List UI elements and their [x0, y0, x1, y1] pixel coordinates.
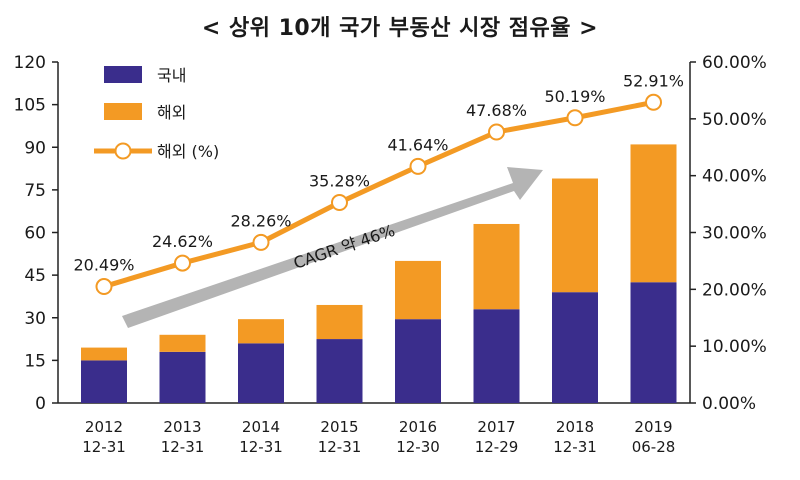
x-tick-year: 2014	[242, 418, 280, 436]
right-tick-label: 40.00%	[702, 167, 767, 187]
x-tick-date: 12-31	[161, 438, 205, 456]
left-tick-label: 30	[24, 309, 46, 329]
legend-swatch-overseas	[104, 103, 142, 120]
right-y-ticks: 0.00% 10.00% 20.00% 30.00% 40.00% 50.00% 60.00…	[690, 53, 767, 414]
x-tick-year: 2015	[320, 418, 358, 436]
right-tick-label: 60.00%	[702, 53, 767, 73]
bar-domestic	[473, 309, 520, 403]
right-tick-label: 50.00%	[702, 110, 767, 130]
x-tick-date: 12-29	[475, 438, 519, 456]
bars	[81, 144, 677, 403]
left-tick-label: 105	[14, 96, 46, 116]
x-tick-label: 2015 12-31	[318, 418, 362, 456]
x-tick-date: 06-28	[632, 438, 676, 456]
share-data-label: 20.49%	[73, 256, 134, 275]
bar-overseas	[630, 144, 677, 283]
share-line-series: 20.49% 24.62% 28.26% 35.28% 41.64% 47.68% 50.1…	[73, 71, 684, 296]
share-data-label: 35.28%	[309, 171, 370, 190]
share-data-label: 47.68%	[466, 101, 527, 120]
x-tick-year: 2018	[556, 418, 594, 436]
share-data-label: 28.26%	[230, 211, 291, 230]
left-tick-label: 60	[24, 224, 46, 244]
bar-overseas	[473, 223, 520, 310]
bar-domestic	[316, 339, 363, 403]
legend-label-overseas: 해외	[157, 103, 186, 122]
bar-domestic	[630, 282, 677, 403]
x-tick-label: 2017 12-29	[475, 418, 519, 456]
x-tick-year: 2016	[399, 418, 437, 436]
share-point	[409, 157, 427, 175]
share-point	[174, 254, 191, 272]
x-tick-date: 12-30	[396, 438, 440, 456]
x-tick-label: 2012 12-31	[82, 418, 126, 456]
chart-title: < 상위 10개 국가 부동산 시장 점유율 >	[201, 16, 599, 41]
legend-swatch-domestic	[104, 66, 142, 83]
cagr-arrow-shape	[122, 167, 543, 328]
x-tick-year: 2019	[634, 418, 672, 436]
x-tick-date: 12-31	[239, 438, 283, 456]
left-tick-label: 90	[24, 138, 46, 158]
x-ticks: 2012 12-31 2013 12-31 2014 12-31 2015 12-31 2016…	[82, 418, 675, 456]
legend-label-share: 해외 (%)	[157, 142, 219, 161]
share-point	[645, 93, 662, 111]
bar-overseas	[81, 347, 127, 361]
x-tick-label: 2019 06-28	[632, 418, 676, 456]
bar-domestic	[238, 343, 284, 403]
x-tick-label: 2018 12-31	[553, 418, 597, 456]
share-point	[331, 193, 348, 211]
share-line	[103, 99, 654, 289]
x-tick-year: 2017	[477, 418, 515, 436]
x-tick-label: 2013 12-31	[161, 418, 205, 456]
x-tick-year: 2012	[85, 418, 123, 436]
share-point	[566, 109, 584, 127]
bar-overseas	[238, 319, 284, 344]
bar-overseas	[552, 178, 598, 293]
share-point	[252, 233, 270, 251]
share-data-label: 41.64%	[387, 135, 448, 154]
bar-overseas	[316, 304, 363, 340]
legend: 국내 해외 해외 (%)	[94, 66, 219, 161]
bar-domestic	[159, 351, 206, 403]
right-tick-label: 10.00%	[702, 337, 767, 357]
x-tick-label: 2014 12-31	[239, 418, 283, 456]
share-data-label: 50.19%	[544, 87, 605, 106]
left-tick-label: 0	[35, 394, 46, 414]
right-tick-label: 0.00%	[702, 394, 756, 414]
bar-domestic	[395, 319, 441, 403]
bar-domestic	[552, 292, 598, 403]
cagr-annotation: CAGR 약 46%	[291, 221, 397, 273]
left-tick-label: 120	[14, 53, 46, 73]
share-data-label: 52.91%	[623, 71, 684, 90]
x-tick-date: 12-31	[318, 438, 362, 456]
right-tick-label: 30.00%	[702, 224, 767, 244]
bar-domestic	[81, 360, 127, 403]
legend-label-domestic: 국내	[157, 66, 186, 85]
x-tick-label: 2016 12-30	[396, 418, 440, 456]
x-tick-year: 2013	[163, 418, 201, 436]
share-data-label: 24.62%	[152, 232, 213, 251]
left-y-ticks: 0 15 30 45 60 75 90 105 120	[14, 53, 58, 414]
left-tick-label: 45	[24, 266, 46, 286]
x-tick-date: 12-31	[82, 438, 126, 456]
x-tick-date: 12-31	[553, 438, 597, 456]
share-point	[95, 278, 113, 296]
bar-overseas	[159, 334, 206, 352]
legend-marker-share	[114, 142, 132, 160]
share-point	[488, 123, 505, 141]
left-tick-label: 15	[24, 351, 46, 371]
left-tick-label: 75	[24, 181, 46, 201]
right-tick-label: 20.00%	[702, 280, 767, 300]
bar-overseas	[395, 260, 441, 320]
